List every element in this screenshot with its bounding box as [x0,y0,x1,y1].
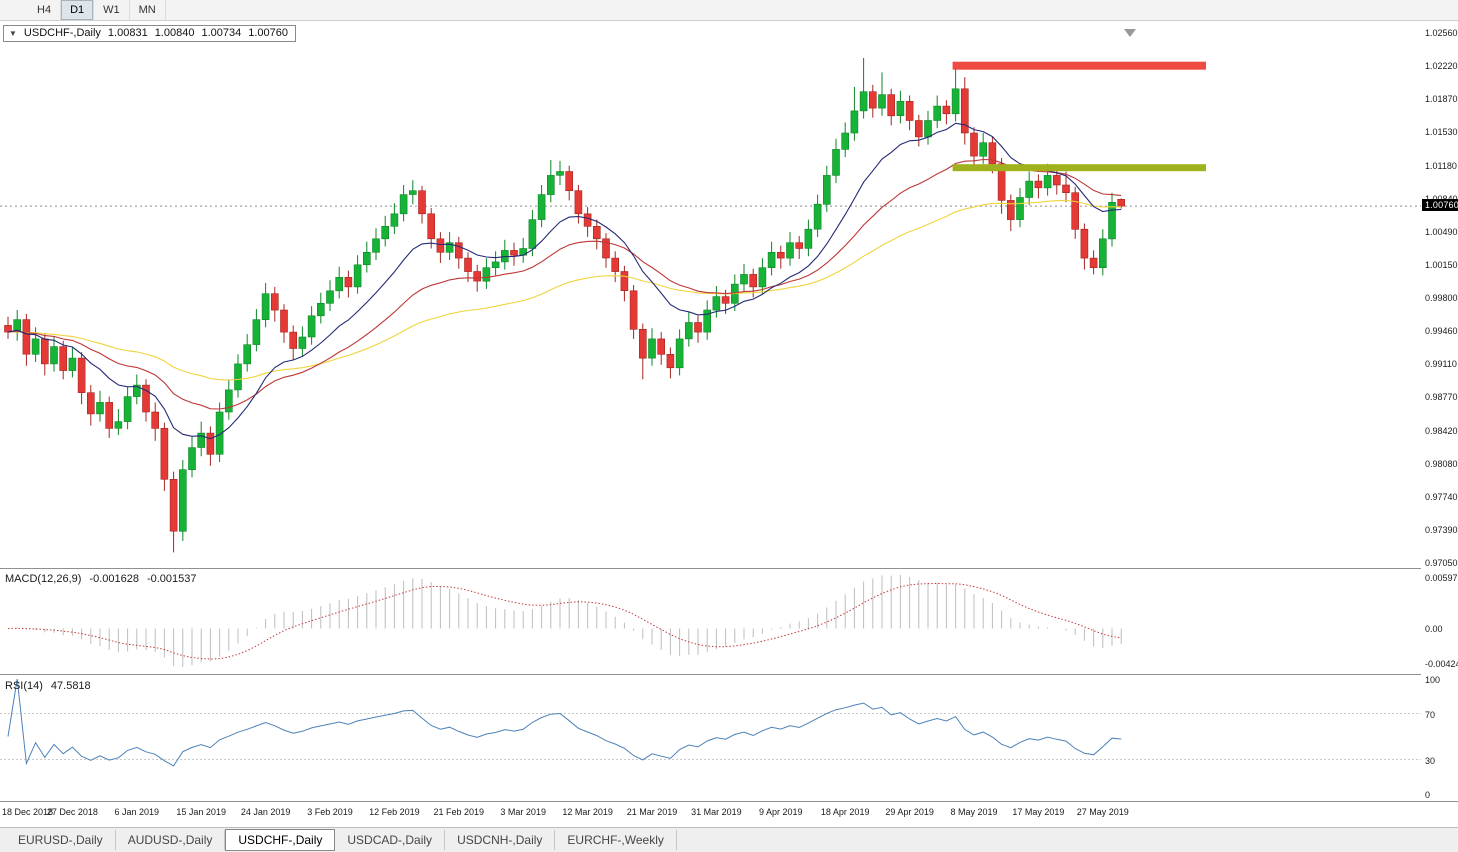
chart-tabs-bar: EURUSD-,Daily AUDUSD-,Daily USDCHF-,Daily U… [0,827,1458,852]
macd-main-value: -0.001628 [89,573,139,585]
date-axis-label: 8 May 2019 [950,807,998,817]
macd-axis-label: 0.00597 [1425,573,1458,583]
price-axis-label: 0.97740 [1425,491,1458,502]
ohlc-low: 1.00734 [201,27,242,39]
date-axis-label: 12 Mar 2019 [562,807,613,817]
price-axis-label: 0.99110 [1425,359,1457,370]
timeframe-w1[interactable]: W1 [94,0,130,20]
price-axis-label: 1.02220 [1425,61,1458,72]
timeframe-mn[interactable]: MN [130,0,166,20]
price-axis[interactable]: 1.02560 1.02220 1.01870 1.01530 1.01180 1.008… [1421,21,1458,801]
macd-panel-canvas[interactable] [0,569,1421,674]
rsi-axis-label: 100 [1425,675,1441,685]
rsi-axis-label: 70 [1425,709,1436,720]
chart-symbol: USDCHF-,Daily [23,27,101,39]
ma-26-line[interactable] [7,158,1122,410]
price-axis-label: 1.02560 [1425,28,1458,38]
tab-eurusd-daily[interactable]: EURUSD-,Daily [6,830,116,850]
collapse-triangle-icon[interactable]: ▼ [9,28,17,38]
rsi-line [7,678,1122,767]
macd-panel-title: MACD(12,26,9) -0.001628 -0.001537 [5,573,197,585]
rsi-panel-canvas[interactable] [0,675,1421,801]
rsi-title: RSI(14) [5,680,43,692]
timeframe-toolbar: H4 D1 W1 MN [0,0,1458,21]
macd-title: MACD(12,26,9) [5,573,82,585]
tab-usdcnh-daily[interactable]: USDCNH-,Daily [445,830,556,850]
ohlc-open: 1.00831 [107,27,148,39]
rsi-axis-label: 30 [1425,755,1436,766]
ohlc-high: 1.00840 [154,27,195,39]
date-axis-label: 29 Apr 2019 [885,807,934,817]
tab-eurchf-weekly[interactable]: EURCHF-,Weekly [555,830,677,850]
resistance-line[interactable] [952,61,1206,70]
price-axis-label: 1.00840 [1425,194,1458,204]
timeframe-d1[interactable]: D1 [61,0,95,20]
panel-resize-divider[interactable] [0,674,1458,675]
panel-resize-divider[interactable] [0,568,1458,569]
price-axis-label: 0.97050 [1425,558,1458,568]
price-axis-label: 0.97390 [1425,524,1458,535]
tab-usdchf-daily[interactable]: USDCHF-,Daily [225,829,336,851]
candlesticks [4,58,1125,553]
main-chart-canvas[interactable] [0,21,1421,568]
date-axis-label: 21 Feb 2019 [433,807,485,817]
support-line[interactable] [952,164,1206,172]
macd-histogram [16,575,1122,667]
timeframe-h4[interactable]: H4 [28,0,62,20]
date-axis[interactable]: 18 Dec 2018 27 Dec 2018 6 Jan 2019 15 Jan 2… [0,801,1421,827]
price-axis-label: 1.00490 [1425,226,1458,237]
price-axis-label: 1.01180 [1425,160,1457,171]
date-axis-label: 24 Jan 2019 [240,807,291,817]
tab-audusd-daily[interactable]: AUDUSD-,Daily [116,830,226,850]
price-axis-label: 0.98080 [1425,458,1458,469]
date-axis-label: 18 Dec 2018 [2,807,54,817]
date-axis-label: 17 May 2019 [1012,807,1065,817]
date-axis-label: 27 May 2019 [1076,807,1129,817]
rsi-axis-label: 0 [1425,790,1431,800]
price-axis-label: 0.98420 [1425,425,1458,436]
rsi-panel-title: RSI(14) 47.5818 [5,680,91,692]
price-axis-label: 0.99800 [1425,293,1458,303]
date-axis-label: 6 Jan 2019 [114,807,160,817]
price-axis-label: 0.98770 [1425,392,1458,403]
chart-ohlc-box: ▼ USDCHF-,Daily 1.00831 1.00840 1.00734 … [3,25,296,42]
tab-usdcad-daily[interactable]: USDCAD-,Daily [335,830,446,850]
macd-signal-value: -0.001537 [146,573,197,585]
macd-axis-label: 0.00 [1425,623,1443,634]
date-axis-label: 9 Apr 2019 [759,807,803,817]
price-axis-label: 1.01870 [1425,94,1458,105]
chart-shift-marker[interactable] [1124,29,1136,37]
ma-55-line[interactable] [7,199,1122,381]
date-axis-label: 3 Feb 2019 [307,807,353,817]
price-axis-label: 1.00150 [1425,259,1458,270]
date-axis-label: 18 Apr 2019 [820,807,870,817]
date-axis-label: 15 Jan 2019 [176,807,226,817]
ma-12-line[interactable] [7,122,1122,440]
macd-signal-line [7,582,1122,660]
current-price-tag: 1.00760 [1422,199,1458,212]
date-axis-label: 31 Mar 2019 [691,807,742,817]
price-axis-label: 1.01530 [1425,127,1458,138]
date-axis-divider [0,801,1458,802]
ohlc-close: 1.00760 [248,27,288,39]
date-axis-label: 21 Mar 2019 [626,807,678,817]
date-axis-label: 12 Feb 2019 [369,807,420,817]
rsi-value: 47.5818 [50,680,91,692]
price-axis-label: 0.99460 [1425,326,1458,337]
date-axis-label: 27 Dec 2018 [46,807,98,817]
macd-axis-label: -0.00424 [1425,659,1458,669]
date-axis-label: 3 Mar 2019 [500,807,546,817]
